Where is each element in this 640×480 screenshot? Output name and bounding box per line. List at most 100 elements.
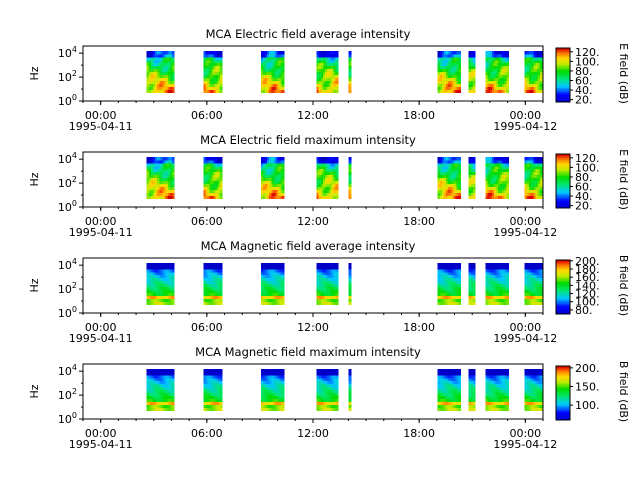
data-cell	[157, 386, 160, 391]
data-cell	[219, 401, 223, 406]
data-cell	[485, 162, 489, 167]
data-cell	[163, 168, 167, 173]
data-cell	[217, 377, 221, 382]
data-cell	[535, 283, 539, 288]
data-cell	[161, 274, 165, 279]
data-cell	[273, 71, 276, 76]
data-cell	[163, 56, 167, 61]
colorbar-tick-label: 20.	[575, 94, 593, 107]
data-cell	[458, 295, 462, 300]
data-cell	[533, 392, 536, 397]
data-cell	[264, 301, 268, 306]
data-cell	[349, 189, 352, 194]
data-cell	[524, 268, 528, 273]
data-cell	[489, 404, 493, 409]
data-cell	[207, 171, 210, 176]
data-cell	[260, 283, 264, 288]
data-cell	[271, 265, 274, 270]
data-cell	[446, 62, 449, 67]
data-cell	[157, 80, 160, 85]
data-cell	[493, 50, 497, 55]
data-cell	[273, 53, 276, 58]
data-cell	[260, 189, 264, 194]
data-cell	[502, 62, 505, 67]
colorbar-tick-label: 80.	[575, 304, 593, 317]
data-cell	[153, 156, 156, 161]
data-cell	[458, 159, 462, 164]
data-cell	[213, 407, 217, 412]
data-cell	[281, 89, 285, 94]
data-cell	[349, 377, 352, 382]
data-cell	[329, 65, 332, 70]
data-cell	[203, 371, 206, 376]
data-cell	[452, 404, 455, 409]
colorbar-segment	[556, 76, 570, 79]
data-cell	[524, 368, 528, 373]
data-cell	[491, 89, 495, 94]
data-cell	[524, 392, 528, 397]
data-cell	[322, 177, 326, 182]
data-cell	[169, 301, 173, 306]
data-cell	[322, 50, 326, 55]
data-cell	[531, 283, 534, 288]
data-cell	[335, 398, 339, 403]
data-cell	[279, 53, 283, 58]
data-cell	[468, 71, 472, 76]
data-cell	[316, 268, 320, 273]
data-cell	[279, 177, 283, 182]
data-cell	[333, 271, 337, 276]
data-cell	[500, 380, 503, 385]
data-cell	[493, 168, 497, 173]
data-cell	[439, 183, 443, 188]
colorbar-segment	[556, 160, 570, 163]
data-cell	[454, 174, 458, 179]
data-cell	[150, 401, 154, 406]
data-cell	[450, 77, 453, 82]
data-cell	[172, 383, 175, 388]
data-cell	[439, 74, 443, 79]
data-cell	[207, 68, 210, 73]
data-cell	[209, 171, 213, 176]
colorbar-segment	[556, 194, 570, 197]
data-cell	[487, 377, 491, 382]
data-cell	[203, 271, 206, 276]
data-cell	[148, 286, 152, 291]
data-cell	[262, 277, 266, 282]
data-cell	[448, 174, 451, 179]
data-cell	[262, 274, 266, 279]
data-cell	[281, 383, 285, 388]
data-cell	[161, 371, 165, 376]
data-cell	[157, 189, 160, 194]
data-cell	[452, 286, 455, 291]
data-cell	[165, 183, 169, 188]
data-cell	[441, 401, 445, 406]
data-cell	[539, 268, 543, 273]
data-cell	[213, 180, 217, 185]
data-cell	[528, 383, 532, 388]
data-cell	[450, 80, 453, 85]
data-cell	[273, 280, 276, 285]
data-cell	[444, 298, 447, 303]
data-cell	[260, 277, 264, 282]
data-cell	[526, 171, 530, 176]
data-cell	[458, 71, 462, 76]
data-cell	[335, 298, 339, 303]
data-cell	[531, 180, 534, 185]
data-cell	[322, 274, 326, 279]
data-cell	[209, 83, 213, 88]
data-cell	[491, 56, 495, 61]
data-cell	[531, 401, 534, 406]
data-cell	[468, 56, 472, 61]
data-cell	[498, 168, 501, 173]
data-cell	[450, 262, 453, 267]
data-cell	[504, 74, 507, 79]
data-cell	[262, 183, 266, 188]
data-cell	[533, 162, 536, 167]
data-cell	[331, 380, 335, 385]
data-cell	[167, 280, 171, 285]
data-cell	[441, 59, 445, 64]
data-cell	[485, 165, 489, 170]
data-cell	[322, 77, 326, 82]
data-cell	[159, 174, 162, 179]
data-cell	[535, 298, 539, 303]
